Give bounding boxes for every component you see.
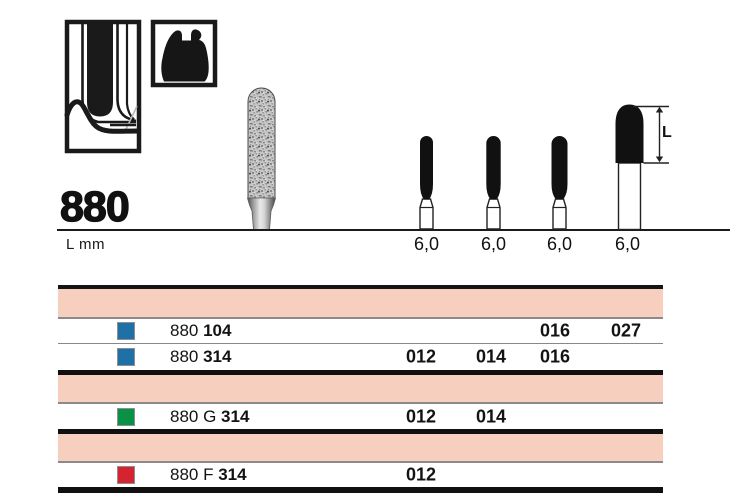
length-value-label: 6,0 bbox=[614, 234, 641, 254]
size-cell: 016 bbox=[539, 346, 571, 367]
length-unit-label: L mm bbox=[66, 236, 105, 253]
product-code-shank: 314 bbox=[218, 465, 247, 484]
table-bottom-rule bbox=[58, 487, 663, 493]
product-code-prefix: 880 bbox=[170, 347, 204, 366]
table-top-rule bbox=[58, 285, 663, 289]
table-row: 880 104 016 027 bbox=[58, 319, 663, 343]
table-band bbox=[58, 375, 663, 402]
crown-occlusal-pictogram-icon bbox=[150, 19, 218, 88]
size-cell: 016 bbox=[539, 320, 571, 341]
length-value-label: 6,0 bbox=[546, 234, 573, 254]
table-rule bbox=[58, 461, 663, 463]
product-code-prefix: 880 G bbox=[170, 406, 222, 426]
size-cell: 012 bbox=[405, 346, 437, 367]
diamond-bur-illustration bbox=[246, 87, 277, 230]
size-cell: 012 bbox=[405, 464, 437, 485]
bur-silhouette-014 bbox=[486, 135, 501, 230]
grit-color-swatch bbox=[117, 348, 135, 366]
table-row: 880 F 314 012 bbox=[58, 463, 663, 487]
length-value-label: 6,0 bbox=[413, 234, 440, 254]
dimension-letter-label: L bbox=[662, 124, 672, 141]
figure-code-heading: 880 bbox=[59, 183, 130, 231]
product-code: 880 314 bbox=[170, 347, 231, 367]
table-band bbox=[58, 434, 663, 461]
product-code: 880 F 314 bbox=[170, 465, 247, 485]
table-row: 880 G 314 012 014 bbox=[58, 404, 663, 429]
length-dimension-arrow-icon bbox=[633, 105, 669, 164]
bur-silhouette-027 bbox=[615, 104, 644, 231]
size-cell: 014 bbox=[475, 406, 507, 426]
product-code: 880 104 bbox=[170, 321, 231, 341]
product-code-prefix: 880 bbox=[170, 321, 204, 340]
grit-color-swatch bbox=[117, 322, 135, 340]
grit-color-swatch bbox=[117, 407, 135, 426]
product-code: 880 G 314 bbox=[170, 407, 249, 427]
grit-color-swatch bbox=[117, 466, 135, 484]
table-rule bbox=[58, 402, 663, 404]
table-section-rule bbox=[58, 429, 663, 434]
bur-silhouette-012 bbox=[419, 136, 434, 230]
table-rule bbox=[58, 343, 663, 344]
table-section-rule bbox=[58, 370, 663, 375]
length-value-label: 6,0 bbox=[480, 234, 507, 254]
table-band bbox=[58, 289, 663, 317]
table-rule bbox=[58, 317, 663, 319]
bur-silhouette-016 bbox=[551, 136, 568, 230]
table-row: 880 314 012 014 016 bbox=[58, 344, 663, 370]
size-cell: 014 bbox=[475, 346, 507, 367]
product-code-shank: 314 bbox=[203, 347, 232, 366]
product-code-shank: 314 bbox=[221, 406, 250, 426]
bur-diagram bbox=[57, 19, 730, 231]
size-table: 880 104 016 027 880 314 012 014 016 880 … bbox=[58, 285, 663, 493]
size-cell: 027 bbox=[610, 320, 642, 341]
product-code-shank: 104 bbox=[203, 321, 232, 340]
product-code-prefix: 880 F bbox=[170, 465, 219, 484]
bur-in-cavity-pictogram-icon bbox=[64, 19, 142, 154]
size-cell: 012 bbox=[405, 406, 437, 426]
